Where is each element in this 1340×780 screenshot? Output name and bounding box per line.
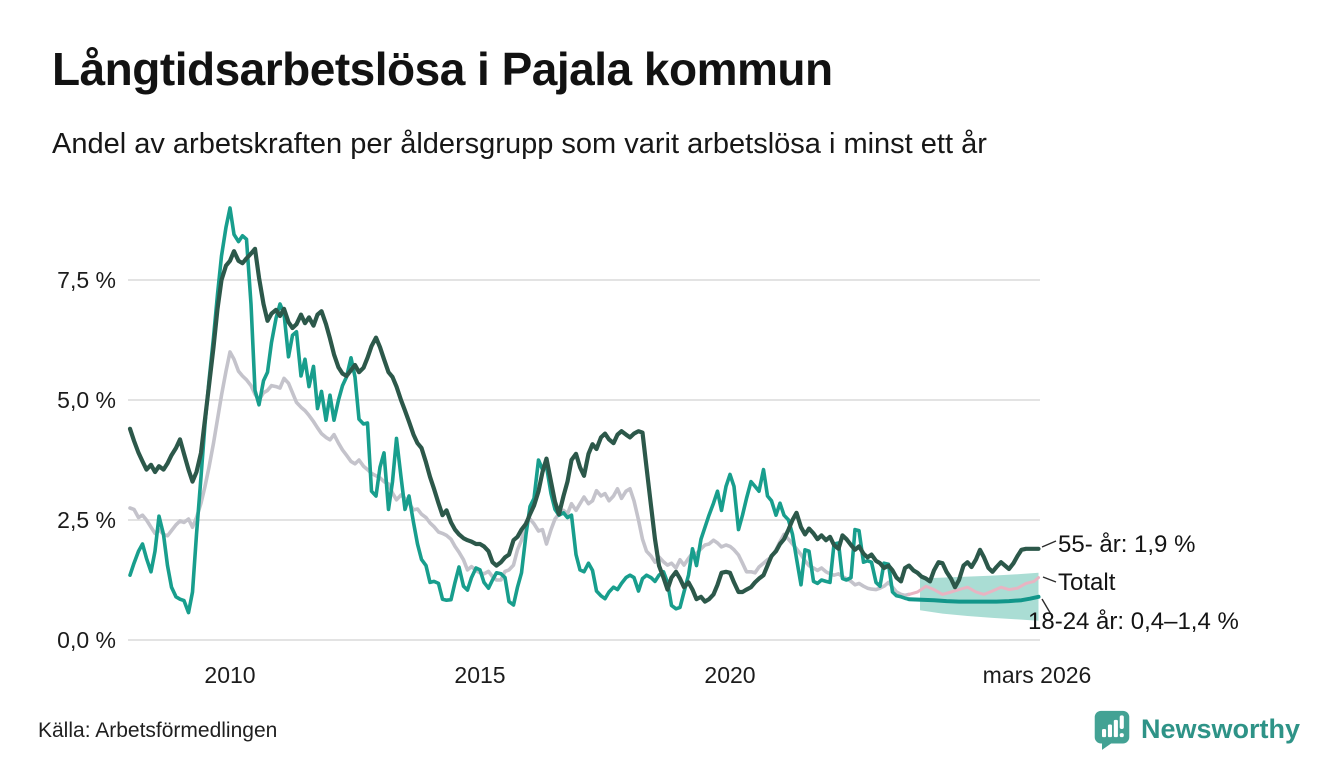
series-55-r <box>127 246 1041 604</box>
label-connector <box>1041 598 1053 617</box>
chart-subtitle: Andel av arbetskraften per åldersgrupp s… <box>52 128 987 160</box>
series-totalt <box>128 350 911 598</box>
bar-icon <box>1101 729 1107 738</box>
x-tick-2010: 2010 <box>204 662 256 688</box>
end-label-18-24: 18-24 år: 0,4–1,4 % <box>1028 608 1239 635</box>
x-tick-mars-2026: mars 2026 <box>982 662 1092 688</box>
x-tick-2015: 2015 <box>454 662 506 688</box>
y-tick-2_5: 2,5 % <box>57 507 116 533</box>
y-tick-0: 0,0 % <box>57 627 116 653</box>
newsworthy-logo[interactable]: Newsworthy <box>1092 708 1300 750</box>
exclamation-icon <box>1119 715 1124 729</box>
end-label-totalt: Totalt <box>1058 569 1116 596</box>
y-tick-5_0: 5,0 % <box>57 387 116 413</box>
series-18-24-r <box>128 206 911 615</box>
source-credit: Källa: Arbetsförmedlingen <box>38 719 278 742</box>
forecast-band <box>920 572 1039 621</box>
label-connector <box>1042 576 1057 583</box>
y-tick-7_5: 7,5 % <box>57 267 116 293</box>
end-label-55: 55- år: 1,9 % <box>1058 531 1196 558</box>
newsworthy-wordmark: Newsworthy <box>1140 713 1300 744</box>
series-18-24-r-prognos- <box>907 594 1041 604</box>
series-totalt-prognos- <box>907 576 1040 596</box>
label-connector <box>1041 540 1057 548</box>
x-tick-2020: 2020 <box>704 662 756 688</box>
newsworthy-icon <box>1094 710 1130 750</box>
page-title: Långtidsarbetslösa i Pajala kommun <box>52 43 833 95</box>
